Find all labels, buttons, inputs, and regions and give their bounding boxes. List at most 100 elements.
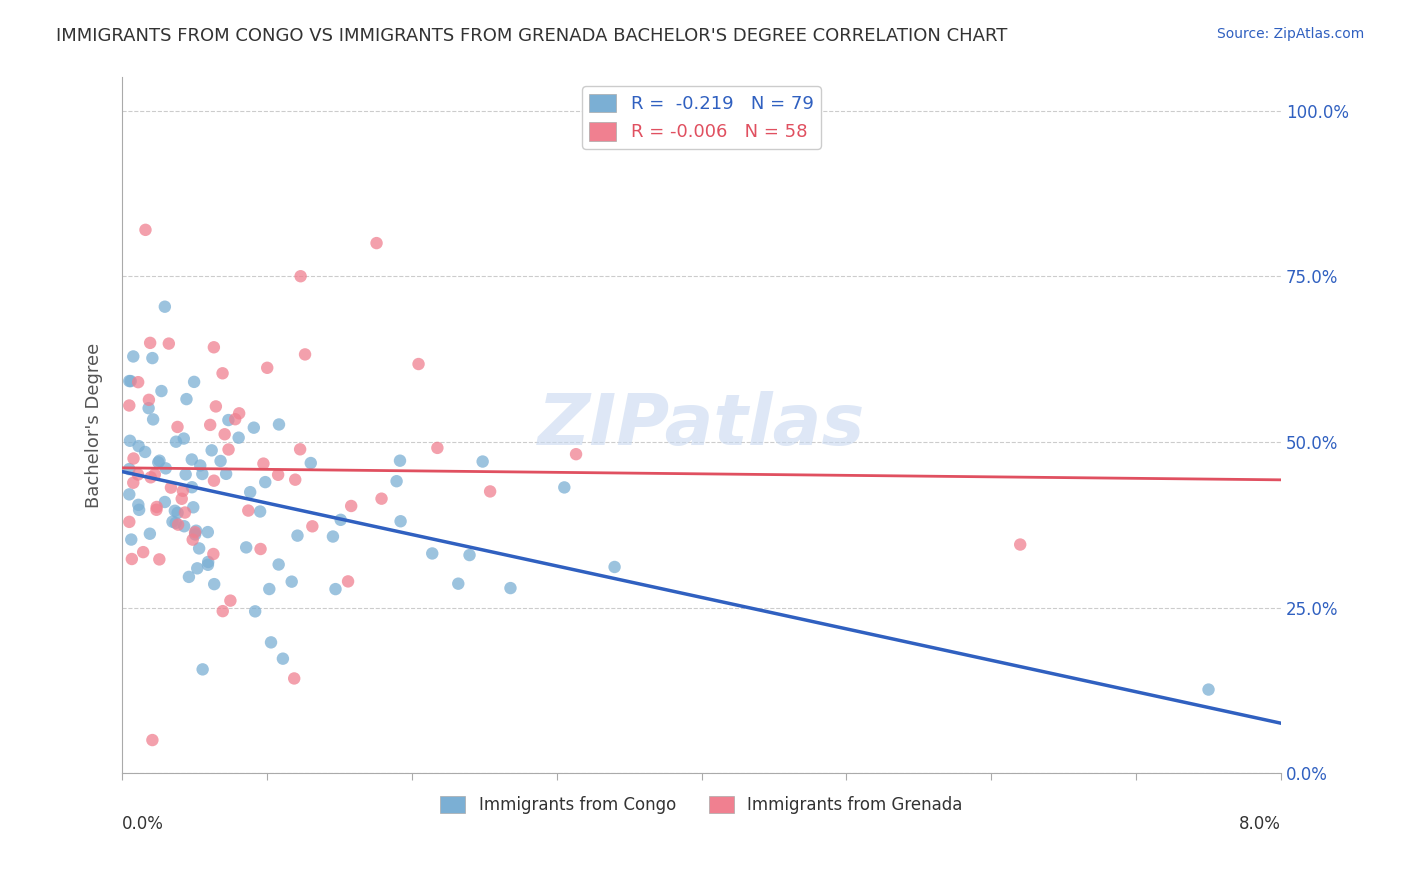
Point — [191, 467, 214, 481]
Point — [127, 375, 149, 389]
Point — [565, 447, 588, 461]
Point — [329, 513, 352, 527]
Point — [132, 545, 155, 559]
Point — [288, 442, 311, 457]
Point — [280, 574, 302, 589]
Point — [238, 503, 260, 517]
Point — [271, 651, 294, 665]
Point — [294, 347, 316, 361]
Point — [122, 350, 145, 364]
Point — [139, 526, 162, 541]
Point — [389, 514, 412, 528]
Text: Source: ZipAtlas.com: Source: ZipAtlas.com — [1216, 27, 1364, 41]
Text: 8.0%: 8.0% — [1239, 815, 1281, 833]
Point — [166, 506, 188, 520]
Point — [145, 500, 167, 514]
Point — [202, 474, 225, 488]
Point — [165, 434, 187, 449]
Point — [177, 570, 200, 584]
Point — [127, 467, 149, 482]
Point — [259, 582, 281, 596]
Point — [118, 399, 141, 413]
Point — [218, 442, 240, 457]
Point — [228, 406, 250, 420]
Point — [186, 561, 208, 575]
Point — [118, 374, 141, 388]
Point — [267, 558, 290, 572]
Point — [239, 485, 262, 500]
Point — [181, 500, 204, 515]
Point — [157, 336, 180, 351]
Point — [370, 491, 392, 506]
Point — [170, 491, 193, 506]
Point — [184, 525, 207, 540]
Point — [165, 516, 187, 530]
Point — [118, 434, 141, 448]
Point — [1010, 537, 1032, 551]
Point — [243, 604, 266, 618]
Point — [366, 236, 388, 251]
Point — [138, 392, 160, 407]
Point — [209, 454, 232, 468]
Point — [426, 441, 449, 455]
Point — [141, 351, 163, 365]
Point — [198, 417, 221, 432]
Point — [202, 577, 225, 591]
Point — [120, 374, 142, 388]
Point — [243, 420, 266, 434]
Point — [160, 481, 183, 495]
Point — [127, 498, 149, 512]
Point — [188, 458, 211, 473]
Point — [337, 574, 360, 589]
Point — [162, 515, 184, 529]
Point — [249, 504, 271, 518]
Point — [260, 635, 283, 649]
Point — [153, 495, 176, 509]
Point — [163, 504, 186, 518]
Point — [118, 515, 141, 529]
Text: 0.0%: 0.0% — [122, 815, 165, 833]
Point — [479, 484, 502, 499]
Point — [148, 455, 170, 469]
Point — [287, 528, 309, 542]
Point — [153, 300, 176, 314]
Point — [122, 475, 145, 490]
Point — [340, 499, 363, 513]
Point — [139, 335, 162, 350]
Point — [181, 480, 204, 494]
Point — [325, 582, 347, 596]
Point — [217, 413, 239, 427]
Point — [1198, 682, 1220, 697]
Point — [385, 474, 408, 488]
Point — [174, 467, 197, 482]
Point — [299, 456, 322, 470]
Point — [215, 467, 238, 481]
Point — [155, 461, 177, 475]
Point — [167, 517, 190, 532]
Point — [181, 533, 204, 547]
Legend: Immigrants from Congo, Immigrants from Grenada: Immigrants from Congo, Immigrants from G… — [433, 789, 970, 821]
Point — [197, 525, 219, 540]
Point — [122, 451, 145, 466]
Point — [134, 445, 156, 459]
Point — [121, 552, 143, 566]
Point — [211, 604, 233, 618]
Point — [184, 524, 207, 538]
Point — [202, 340, 225, 354]
Point — [290, 269, 312, 284]
Point — [284, 473, 307, 487]
Point — [184, 527, 207, 541]
Point — [143, 467, 166, 482]
Point — [458, 548, 481, 562]
Point — [603, 560, 626, 574]
Point — [211, 366, 233, 380]
Point — [173, 519, 195, 533]
Point — [138, 401, 160, 416]
Point — [267, 417, 290, 432]
Point — [471, 454, 494, 468]
Point — [174, 506, 197, 520]
Point — [166, 420, 188, 434]
Point — [118, 487, 141, 501]
Point — [118, 462, 141, 476]
Point — [197, 558, 219, 572]
